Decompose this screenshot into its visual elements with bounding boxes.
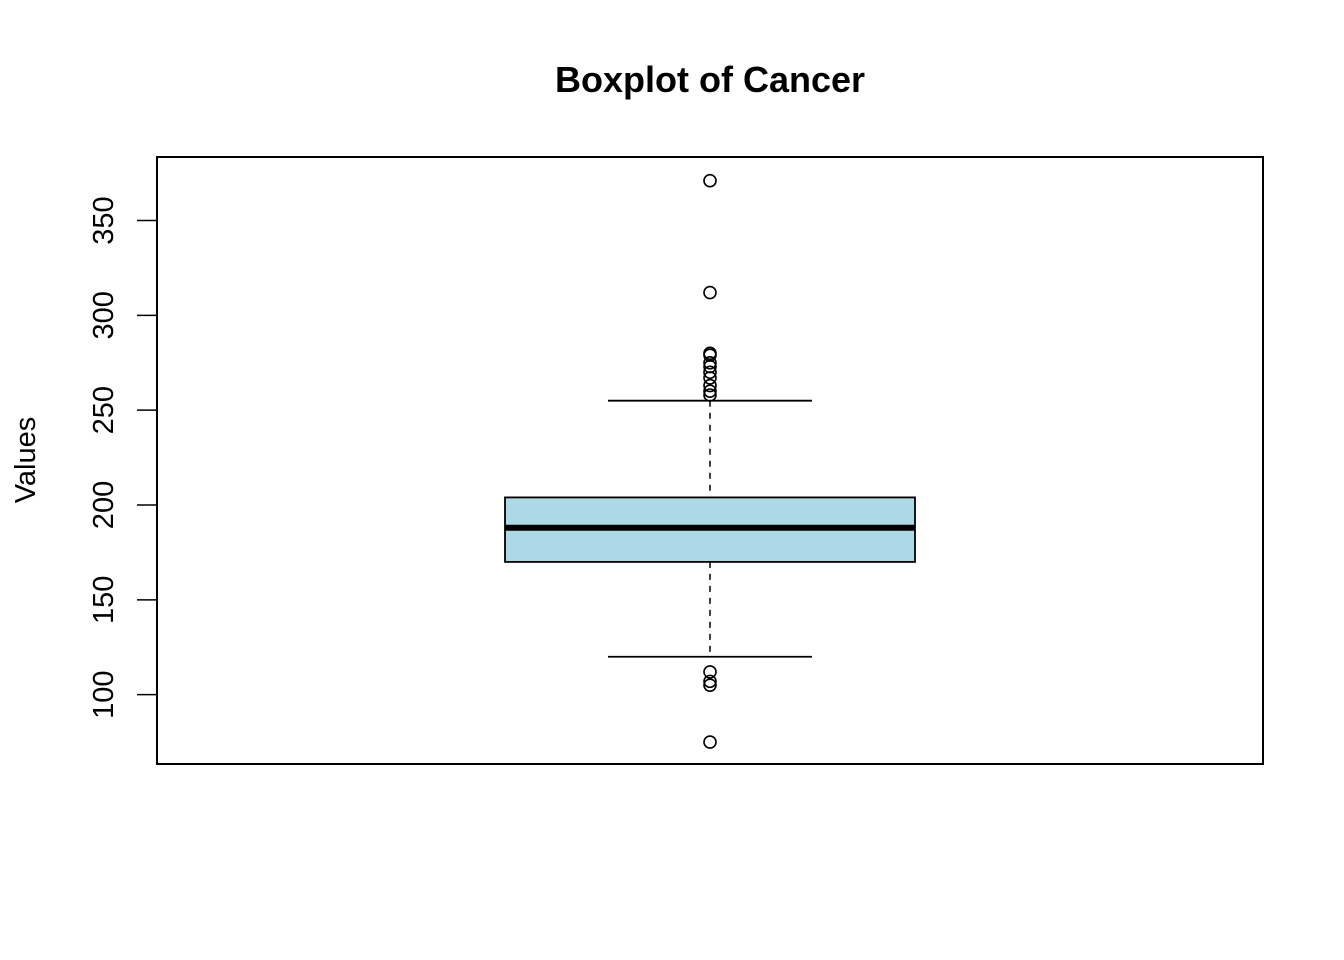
outlier-point [703,678,717,692]
box-group [504,399,916,658]
plot-frame [156,156,1264,765]
y-axis-label: Values [10,417,42,504]
chart-title: Boxplot of Cancer [555,59,865,100]
outlier-point [703,378,717,393]
outlier-point [703,371,717,385]
y-tick-label: 100 [88,670,120,718]
y-tick-label: 200 [88,481,120,529]
outlier-point [703,384,717,399]
outlier-point [703,665,717,679]
outlier-point [703,355,717,370]
outlier-point [703,173,717,188]
outlier-point [703,674,717,689]
outlier-group [703,173,717,749]
y-tick-label: 350 [88,196,120,244]
outlier-point [703,285,717,300]
y-tick-label: 250 [88,386,120,434]
outlier-point [703,735,717,749]
outlier-point [703,388,717,402]
y-axis: 100 150 200 250 300 350 [88,196,158,719]
y-tick-label: 150 [88,576,120,624]
y-tick-label: 300 [88,291,120,339]
outlier-point [703,365,717,380]
